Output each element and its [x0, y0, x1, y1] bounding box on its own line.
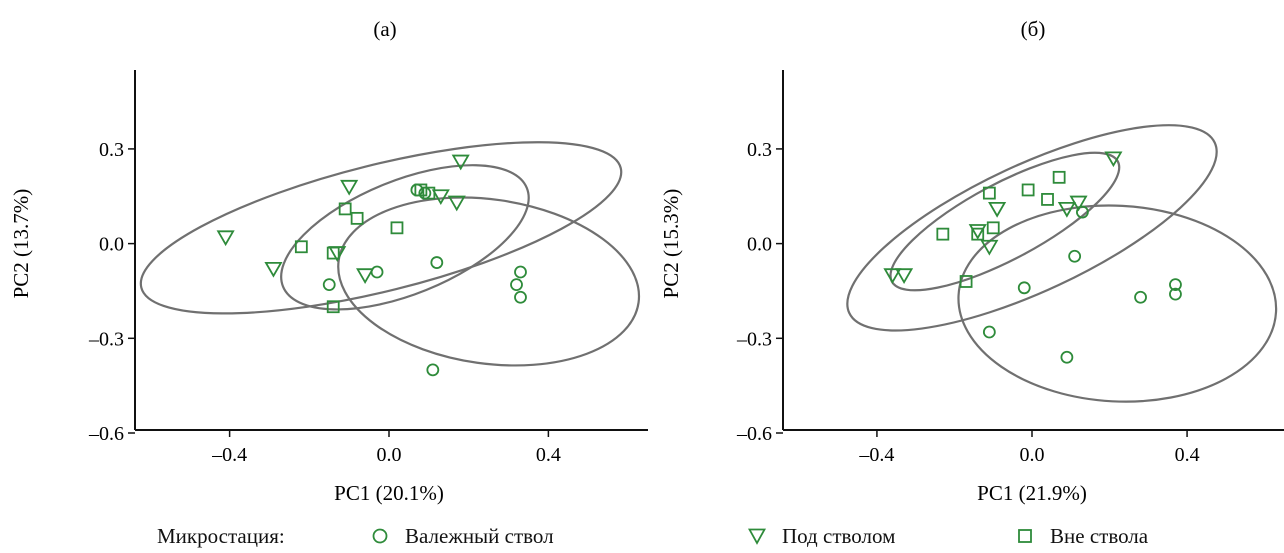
x-tick-label: –0.4	[211, 444, 247, 466]
y-tick-label: 0.3	[747, 139, 772, 161]
data-point-circle	[514, 290, 527, 304]
x-tick-label: 0.4	[1175, 444, 1200, 466]
data-point-circle	[1068, 249, 1082, 263]
data-point-square	[294, 240, 308, 254]
data-point-square	[982, 186, 996, 200]
confidence-ellipse	[889, 151, 1121, 292]
data-point-triangle	[340, 179, 359, 196]
confidence-ellipse	[337, 196, 641, 367]
data-point-square	[1052, 170, 1066, 184]
data-point-triangle	[447, 195, 466, 212]
y-tick-label: –0.6	[736, 423, 772, 445]
x-axis-label: PC1 (21.9%)	[977, 481, 1087, 505]
x-tick-label: 0.0	[377, 444, 402, 466]
data-point-square	[1041, 193, 1054, 206]
data-point-triangle	[264, 261, 283, 278]
x-tick-label: 0.0	[1020, 444, 1045, 466]
data-point-triangle	[356, 268, 375, 284]
data-point-circle	[1076, 205, 1089, 219]
legend-label-vne-stvola: Вне ствола	[1050, 524, 1149, 548]
data-point-square	[971, 227, 985, 241]
x-tick-label: 0.4	[536, 444, 561, 466]
x-tick-label: –0.4	[858, 444, 894, 466]
y-tick-label: –0.3	[88, 328, 124, 350]
y-tick-label: 0.0	[747, 234, 772, 256]
legend-circle-icon	[372, 528, 388, 544]
x-axis-label: PC1 (20.1%)	[334, 481, 444, 505]
data-point-circle	[1060, 350, 1074, 364]
data-point-circle	[1017, 281, 1031, 295]
data-point-circle	[426, 363, 440, 377]
data-point-square	[350, 211, 364, 225]
data-point-triangle	[988, 201, 1007, 218]
data-point-square	[338, 202, 352, 216]
legend: Микростация: Валежный ствол Под стволом …	[0, 522, 1284, 553]
legend-square-icon	[1018, 529, 1032, 543]
data-point-circle	[370, 265, 384, 279]
y-axis-label: PC2 (13.7%)	[9, 189, 33, 299]
data-point-circle	[430, 256, 444, 269]
confidence-ellipse	[957, 204, 1278, 403]
data-point-square	[986, 221, 1000, 235]
data-point-square	[1021, 183, 1035, 197]
panel-a: (а) 0.3 0.0 –0.3 –0.6 –0.4 0.0 0.4 PC1 (20.1%) PC…	[9, 17, 648, 505]
data-point-triangle	[895, 268, 914, 284]
legend-label-pod-stvolom: Под стволом	[782, 524, 896, 548]
legend-triangle-down-icon	[748, 528, 766, 545]
y-axis-label: PC2 (15.3%)	[659, 189, 683, 299]
data-point-square	[959, 275, 973, 288]
data-point-square	[422, 186, 436, 200]
panel-b: (б) 0.3 0.0 –0.3 –0.6 –0.4 0.0 0.4 PC1 (21.9%) PC…	[659, 17, 1284, 505]
legend-title: Микростация:	[157, 524, 285, 548]
data-point-circle	[1134, 290, 1147, 304]
y-tick-label: –0.6	[88, 423, 124, 445]
data-point-square	[936, 227, 950, 241]
data-point-triangle	[1057, 201, 1076, 218]
y-tick-label: 0.0	[99, 234, 124, 256]
data-point-square	[414, 183, 428, 197]
confidence-ellipse	[846, 124, 1218, 332]
data-point-circle	[510, 278, 523, 292]
data-point-square	[390, 221, 404, 235]
panel-title: (б)	[1021, 17, 1046, 41]
data-point-triangle	[431, 189, 450, 206]
confidence-ellipse	[139, 141, 623, 315]
confidence-ellipse	[280, 164, 530, 311]
figure: (а) 0.3 0.0 –0.3 –0.6 –0.4 0.0 0.4 PC1 (20.1%) PC…	[9, 17, 1284, 505]
data-point-triangle	[216, 230, 235, 247]
y-tick-label: –0.3	[736, 328, 772, 350]
data-point-circle	[1169, 287, 1182, 301]
data-point-circle	[322, 278, 336, 292]
data-point-circle	[982, 325, 996, 339]
data-point-circle	[514, 265, 527, 279]
data-point-triangle	[451, 154, 470, 171]
y-tick-label: 0.3	[99, 139, 124, 161]
data-point-triangle	[980, 239, 999, 256]
data-point-triangle	[1104, 151, 1123, 168]
data-point-triangle	[968, 224, 987, 240]
data-point-triangle	[883, 268, 902, 284]
data-point-square	[326, 246, 340, 260]
data-point-square	[326, 300, 340, 314]
data-point-circle	[1169, 278, 1182, 292]
legend-label-valezhny-stvol: Валежный ствол	[405, 524, 554, 548]
data-point-triangle	[1069, 195, 1088, 212]
panel-title: (а)	[373, 17, 396, 41]
